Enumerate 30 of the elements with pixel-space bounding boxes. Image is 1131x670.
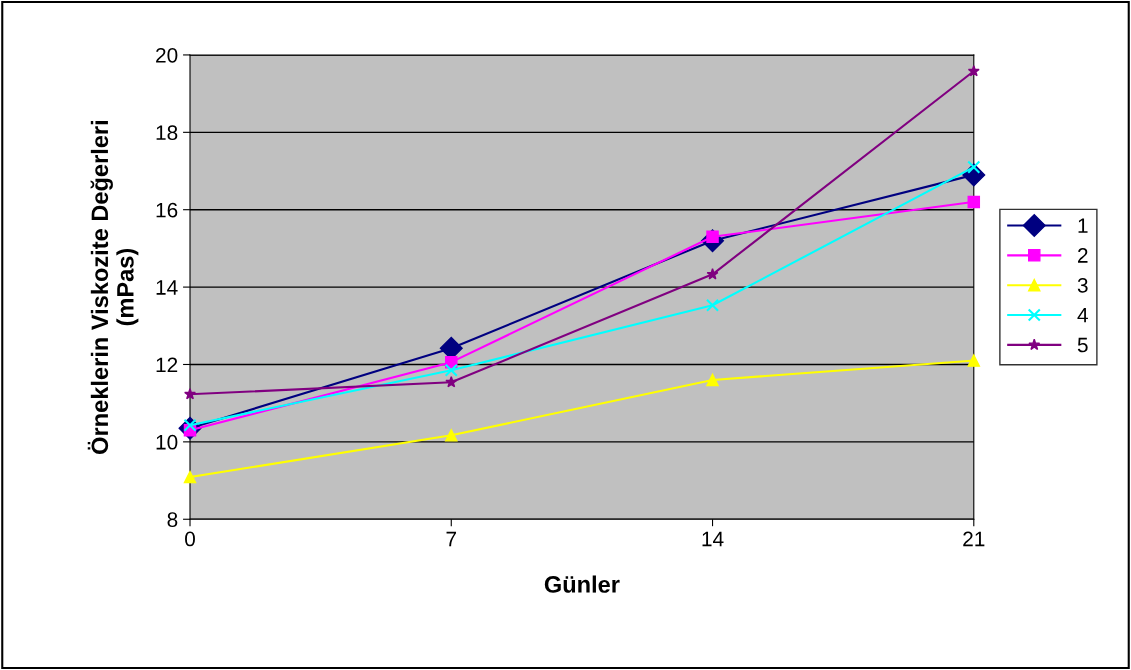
y-tick-label: 18 [156, 125, 178, 141]
legend-label: 1 [1078, 218, 1088, 233]
point [706, 268, 719, 280]
point [967, 354, 981, 367]
x-tick-label: 14 [702, 531, 724, 547]
y-axis-title: Örneklerin Viskozite Değerleri (mPas) [87, 121, 139, 454]
point [444, 363, 458, 377]
point [967, 64, 980, 77]
legend-label: 5 [1077, 337, 1088, 353]
point [445, 429, 458, 442]
point [706, 373, 719, 387]
x-axis-title: Günler [544, 575, 620, 593]
point [184, 388, 196, 400]
y-tick-label: 14 [156, 280, 178, 295]
legend-label: 4 [1077, 307, 1088, 323]
point [445, 376, 458, 388]
x-tick-label: 21 [963, 531, 985, 547]
y-tick-label: 10 [156, 434, 178, 450]
point [705, 298, 720, 312]
point [183, 470, 197, 484]
y-tick-label: 12 [156, 357, 178, 373]
legend-label: 3 [1077, 277, 1088, 293]
y-tick-label: 20 [156, 47, 178, 63]
x-tick-label: 7 [446, 531, 457, 547]
point [967, 195, 981, 209]
x-tick-label: 0 [185, 531, 195, 547]
legend-label: 2 [1078, 248, 1088, 263]
y-tick-label: 16 [156, 202, 178, 218]
point [967, 160, 981, 174]
y-tick-label: 8 [167, 512, 178, 527]
